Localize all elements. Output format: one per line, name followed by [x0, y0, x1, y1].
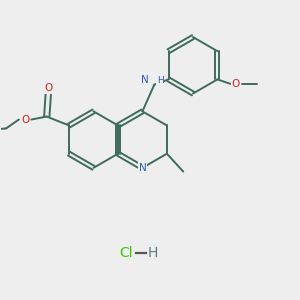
- Text: O: O: [21, 115, 29, 124]
- Text: H: H: [157, 76, 164, 85]
- Text: O: O: [232, 79, 240, 89]
- Text: H: H: [148, 245, 158, 260]
- Text: N: N: [139, 163, 146, 173]
- Text: Cl: Cl: [119, 245, 133, 260]
- Text: N: N: [141, 75, 149, 85]
- Text: O: O: [44, 83, 52, 93]
